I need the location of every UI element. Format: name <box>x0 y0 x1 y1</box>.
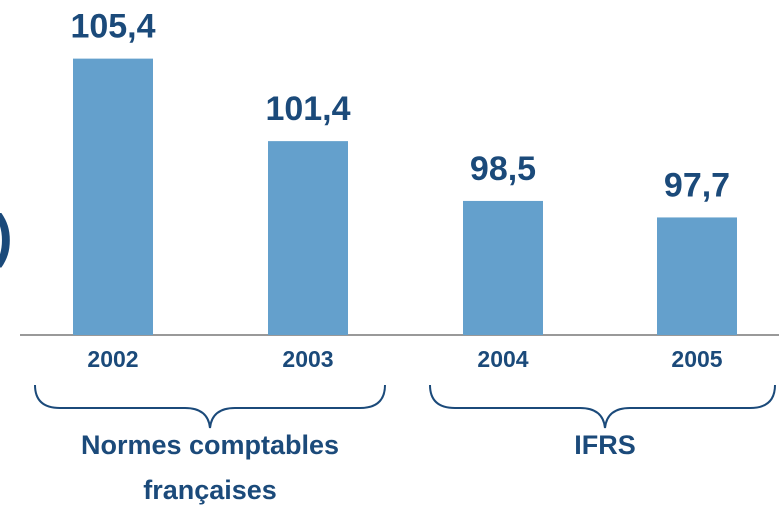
value-label: 97,7 <box>664 166 730 204</box>
annotation: ) <box>0 203 13 268</box>
x-tick-label: 2002 <box>87 346 138 372</box>
bar <box>657 217 737 335</box>
brace <box>34 384 386 429</box>
group-label: françaises <box>143 475 277 505</box>
group-label: Normes comptables <box>81 430 339 460</box>
value-label: 101,4 <box>265 90 350 128</box>
bar <box>73 58 153 335</box>
bar <box>463 200 543 335</box>
group-label: IFRS <box>574 430 636 460</box>
x-tick-label: 2004 <box>477 346 528 372</box>
bar <box>268 141 348 335</box>
value-label: 105,4 <box>70 8 155 46</box>
brace <box>429 384 776 429</box>
value-label: 98,5 <box>470 150 536 188</box>
x-tick-label: 2005 <box>671 346 722 372</box>
x-tick-label: 2003 <box>282 346 333 372</box>
